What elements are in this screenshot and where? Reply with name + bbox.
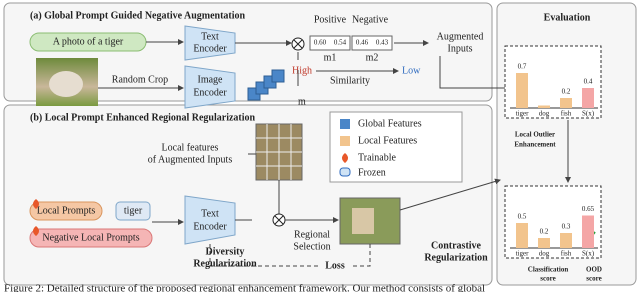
caption: Figure 2: Detailed structure of the prop… — [4, 283, 485, 292]
panel-title: Evaluation — [544, 12, 591, 23]
prompt-box — [29, 228, 153, 248]
prompt: Negative Local Prompts — [42, 232, 139, 243]
value-label: 0.5 — [518, 213, 527, 221]
category: S(x) — [582, 250, 595, 258]
label: Regularization — [424, 252, 488, 263]
encoder — [184, 25, 236, 61]
bar — [582, 215, 594, 248]
legend — [329, 111, 463, 183]
label: Image — [198, 74, 224, 85]
legend-label: Global Features — [358, 118, 422, 129]
bar — [516, 73, 528, 108]
bar — [538, 105, 550, 108]
label: Random Crop — [112, 74, 168, 85]
panel-a — [3, 2, 493, 102]
label: Regularization — [193, 258, 257, 269]
legend-label: Frozen — [358, 167, 386, 178]
low: Low — [402, 65, 421, 76]
value-label: 0.65 — [582, 205, 595, 213]
high: High — [292, 65, 312, 76]
label: Diversity — [206, 246, 245, 257]
label: score — [540, 275, 555, 283]
label: of Augmented Inputs — [148, 154, 233, 165]
category: S(x) — [582, 110, 595, 118]
label: m — [298, 96, 306, 107]
label: Negative — [352, 14, 389, 25]
score: 0.60 — [314, 39, 327, 47]
label: m2 — [366, 52, 379, 63]
feature-stack — [247, 69, 285, 101]
arrow — [399, 178, 501, 211]
bar — [560, 233, 572, 248]
label: Text — [201, 31, 219, 42]
label: OOD — [586, 266, 602, 274]
category: dog — [539, 110, 550, 118]
trainable-icon — [33, 199, 39, 236]
label: Local Outlier — [515, 131, 555, 139]
label: Encoder — [193, 43, 227, 54]
class-box — [115, 201, 151, 221]
legend-icon — [339, 167, 351, 177]
score-boxes — [309, 35, 393, 51]
score: 0.46 — [356, 39, 369, 47]
panel-title: (b) Local Prompt Enhanced Regional Regul… — [30, 112, 256, 123]
label: Classification — [528, 266, 569, 274]
bar — [538, 238, 550, 248]
label: Encoder — [193, 221, 227, 232]
value-label: 0.2 — [540, 228, 549, 236]
label: Local features — [162, 142, 219, 153]
label: Loss — [325, 260, 345, 271]
value-label: 0.7 — [518, 63, 527, 71]
selected-image — [352, 208, 374, 234]
label: Contrastive — [431, 240, 482, 251]
multiply — [274, 215, 284, 225]
multiply — [293, 39, 303, 49]
class: tiger — [124, 205, 143, 216]
legend-swatch — [340, 136, 350, 146]
dashed-arrow — [209, 244, 371, 267]
legend-icon — [342, 153, 348, 163]
encoder — [184, 65, 236, 109]
prompt: A photo of a tiger — [53, 36, 124, 47]
panel-title: (a) Global Prompt Guided Negative Augmen… — [30, 10, 246, 21]
legend-swatch — [340, 119, 350, 129]
label: score — [586, 275, 601, 283]
label: m1 — [324, 52, 337, 63]
label: Augmented — [437, 31, 484, 42]
label: Enhancement — [514, 141, 556, 149]
category: fish — [561, 110, 572, 118]
category: fish — [561, 250, 572, 258]
prompt: Local Prompts — [37, 205, 96, 216]
label: Encoder — [193, 87, 227, 98]
score: 0.43 — [376, 39, 389, 47]
prompt-box — [29, 201, 103, 221]
category: tiger — [516, 250, 529, 258]
grid-image — [256, 124, 302, 180]
legend-label: Local Features — [358, 135, 417, 146]
category: dog — [539, 250, 550, 258]
value-label: 0.3 — [562, 223, 571, 231]
label: Selection — [293, 241, 330, 252]
bar — [516, 223, 528, 248]
bar — [560, 98, 572, 108]
label: Inputs — [448, 43, 473, 54]
label: Regional — [294, 229, 330, 240]
encoder — [184, 195, 236, 245]
bar — [582, 88, 594, 108]
label: Positive — [314, 14, 347, 25]
score: 0.54 — [334, 39, 347, 47]
label: Similarity — [330, 75, 370, 86]
label: Text — [201, 208, 219, 219]
legend-label: Trainable — [358, 152, 397, 163]
value-label: 0.4 — [584, 78, 593, 86]
cat-image — [49, 71, 83, 97]
value-label: 0.2 — [562, 88, 571, 96]
category: tiger — [516, 110, 529, 118]
